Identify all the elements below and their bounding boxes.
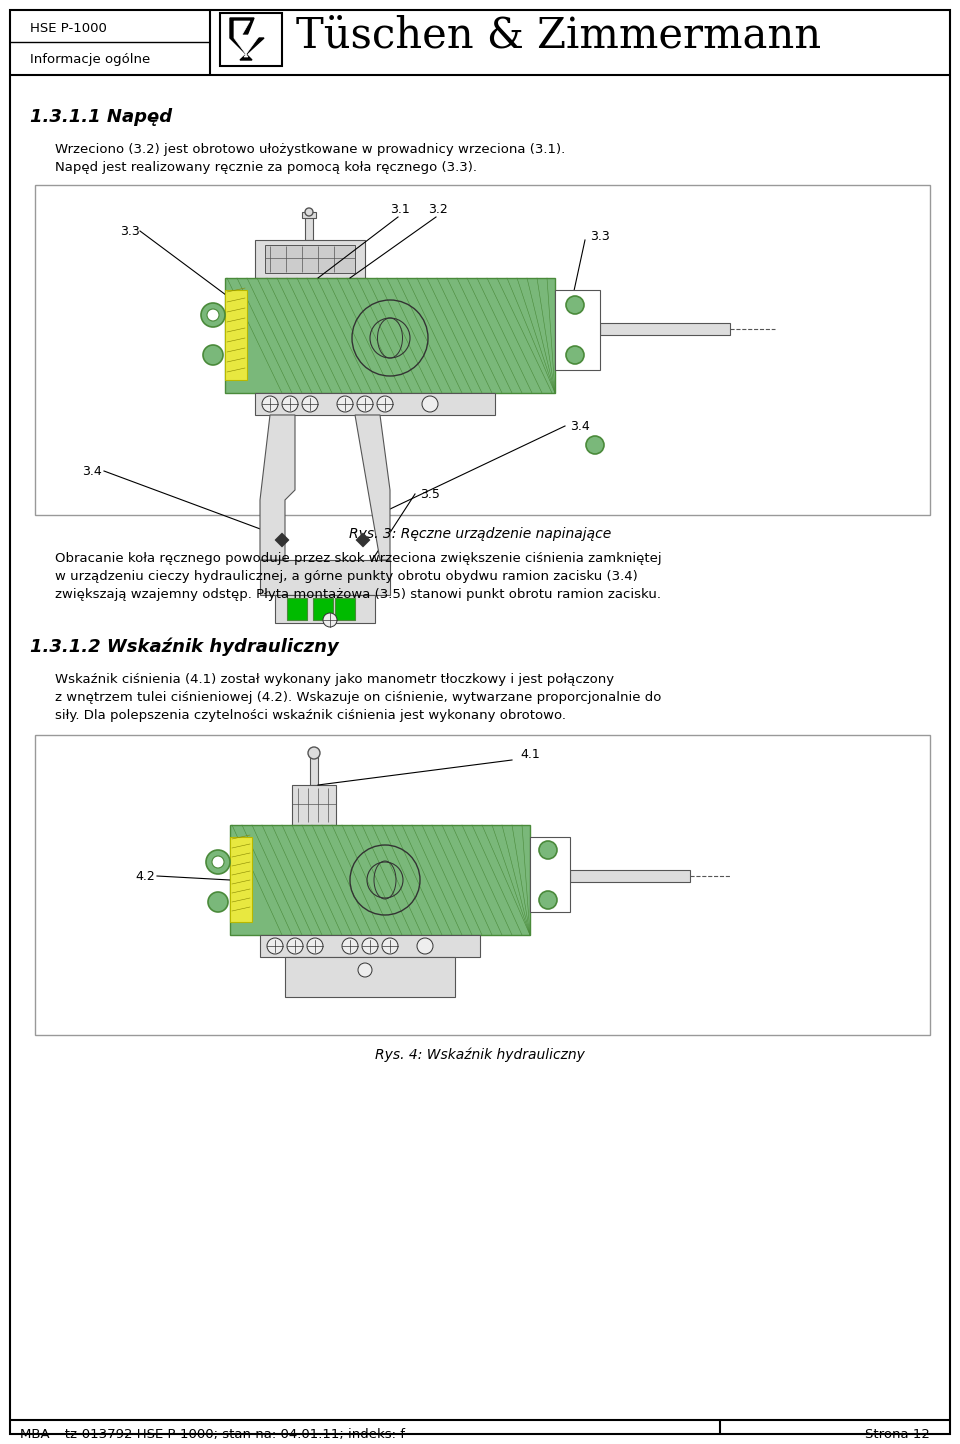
Text: Tüschen & Zimmermann: Tüschen & Zimmermann — [296, 14, 821, 56]
Bar — [220, 13, 282, 66]
Bar — [230, 838, 252, 923]
Circle shape — [566, 347, 584, 364]
Circle shape — [282, 396, 298, 412]
Circle shape — [342, 939, 358, 954]
Text: Strona 12: Strona 12 — [865, 1428, 930, 1441]
Circle shape — [201, 303, 225, 326]
Bar — [255, 240, 365, 279]
Circle shape — [377, 396, 393, 412]
Bar — [35, 185, 930, 516]
Text: 3.4: 3.4 — [82, 465, 102, 478]
Bar — [285, 957, 455, 996]
Bar — [255, 393, 495, 414]
Polygon shape — [355, 414, 390, 560]
Text: w urządzeniu cieczy hydraulicznej, a górne punkty obrotu obydwu ramion zacisku (: w urządzeniu cieczy hydraulicznej, a gór… — [55, 570, 637, 583]
Circle shape — [305, 208, 313, 217]
Bar — [260, 936, 480, 957]
Text: Wrzeciono (3.2) jest obrotowo ułożystkowane w prowadnicy wrzeciona (3.1).: Wrzeciono (3.2) jest obrotowo ułożystkow… — [55, 143, 565, 156]
Text: z wnętrzem tulei ciśnieniowej (4.2). Wskazuje on ciśnienie, wytwarzane proporcjo: z wnętrzem tulei ciśnieniowej (4.2). Wsk… — [55, 692, 661, 705]
Circle shape — [203, 345, 223, 365]
Polygon shape — [230, 17, 264, 61]
Circle shape — [422, 396, 438, 412]
Circle shape — [207, 309, 219, 321]
Text: siły. Dla polepszenia czytelności wskaźnik ciśnienia jest wykonany obrotowo.: siły. Dla polepszenia czytelności wskaźn… — [55, 709, 566, 722]
Circle shape — [308, 747, 320, 760]
Text: 1.3.1.2 Wskaźnik hydrauliczny: 1.3.1.2 Wskaźnik hydrauliczny — [30, 638, 339, 657]
Bar — [35, 735, 930, 1035]
Bar — [225, 290, 247, 380]
Bar — [313, 598, 333, 619]
Bar — [302, 212, 316, 218]
Circle shape — [539, 891, 557, 910]
Bar — [287, 598, 307, 619]
Bar — [265, 245, 355, 273]
Bar — [335, 598, 355, 619]
Text: MBA – tz-013792 HSE P-1000; stan na: 04.01.11; indeks: f: MBA – tz-013792 HSE P-1000; stan na: 04.… — [20, 1428, 405, 1441]
Text: 3.3: 3.3 — [120, 225, 140, 238]
Text: 4.2: 4.2 — [135, 869, 155, 882]
Circle shape — [323, 614, 337, 627]
Text: zwiększają wzajemny odstęp. Płyta montażowa (3.5) stanowi punkt obrotu ramion za: zwiększają wzajemny odstęp. Płyta montaż… — [55, 588, 661, 601]
Polygon shape — [260, 414, 295, 560]
Circle shape — [262, 396, 278, 412]
Polygon shape — [275, 533, 289, 547]
Text: 3.1: 3.1 — [390, 204, 410, 217]
Text: Informacje ogólne: Informacje ogólne — [30, 53, 151, 66]
Text: 3.2: 3.2 — [428, 204, 447, 217]
Circle shape — [267, 939, 283, 954]
Bar — [275, 595, 375, 622]
Circle shape — [417, 939, 433, 954]
Bar — [530, 838, 570, 913]
Circle shape — [206, 851, 230, 874]
Polygon shape — [356, 533, 370, 547]
Text: Rys. 4: Wskaźnik hydrauliczny: Rys. 4: Wskaźnik hydrauliczny — [375, 1047, 585, 1061]
Bar — [570, 869, 690, 882]
Circle shape — [586, 436, 604, 453]
Text: 1.3.1.1 Napęd: 1.3.1.1 Napęd — [30, 108, 172, 126]
Text: 3.5: 3.5 — [420, 488, 440, 501]
Circle shape — [539, 840, 557, 859]
Text: Rys. 3: Ręczne urządzenie napinające: Rys. 3: Ręczne urządzenie napinające — [348, 527, 612, 542]
Polygon shape — [234, 22, 260, 56]
Circle shape — [337, 396, 353, 412]
Bar — [230, 825, 530, 936]
Circle shape — [307, 939, 323, 954]
Bar — [600, 323, 730, 335]
Text: 4.1: 4.1 — [520, 748, 540, 761]
Circle shape — [287, 939, 303, 954]
Bar — [292, 786, 336, 825]
Circle shape — [212, 856, 224, 868]
Circle shape — [362, 939, 378, 954]
Text: 3.3: 3.3 — [590, 230, 610, 243]
Circle shape — [566, 296, 584, 313]
Circle shape — [358, 963, 372, 978]
Bar — [310, 755, 318, 786]
Bar — [555, 290, 600, 370]
Text: HSE P-1000: HSE P-1000 — [30, 22, 107, 35]
Circle shape — [208, 892, 228, 913]
Circle shape — [357, 396, 373, 412]
Bar — [305, 215, 313, 240]
Text: Wskaźnik ciśnienia (4.1) został wykonany jako manometr tłoczkowy i jest połączon: Wskaźnik ciśnienia (4.1) został wykonany… — [55, 673, 614, 686]
Circle shape — [302, 396, 318, 412]
Bar — [225, 279, 555, 393]
Text: Obracanie koła ręcznego powoduje przez skok wrzeciona zwiększenie ciśnienia zamk: Obracanie koła ręcznego powoduje przez s… — [55, 552, 661, 565]
Text: Napęd jest realizowany ręcznie za pomocą koła ręcznego (3.3).: Napęd jest realizowany ręcznie za pomocą… — [55, 160, 477, 173]
Text: 3.4: 3.4 — [570, 420, 589, 433]
Bar — [260, 560, 390, 595]
Circle shape — [382, 939, 398, 954]
